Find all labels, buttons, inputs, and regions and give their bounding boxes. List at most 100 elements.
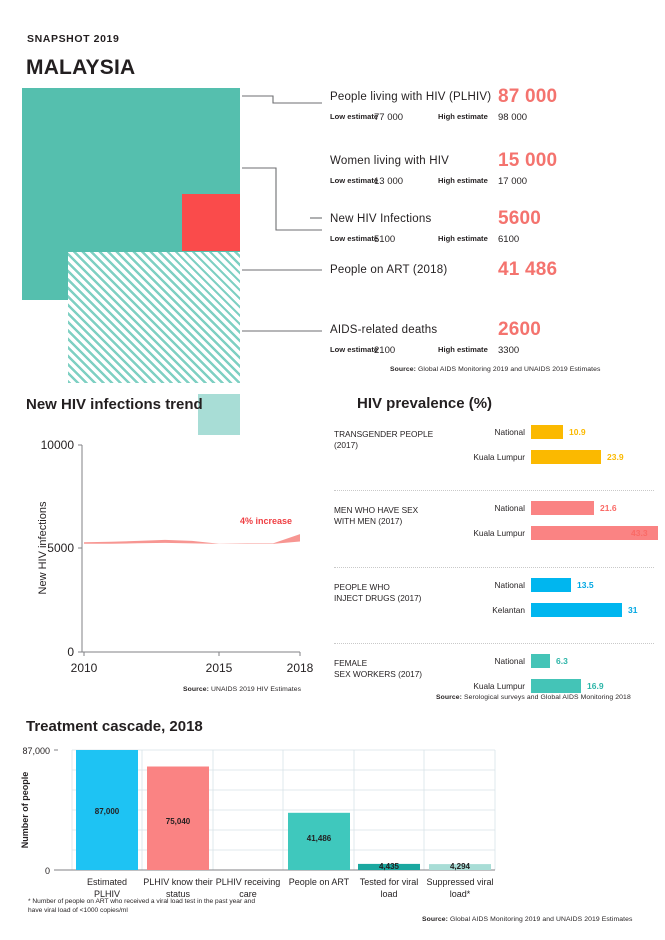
cascade-yaxis-label: Number of people <box>20 772 30 849</box>
cascade-footnote: * Number of people on ART who received a… <box>28 898 256 914</box>
cascade-category-label: Tested for viral <box>360 877 419 887</box>
cascade-category-label: status <box>166 889 191 899</box>
group-divider <box>334 643 654 644</box>
cascade-value-label: 87,000 <box>95 807 120 816</box>
low-estimate-label: Low estimate <box>330 176 379 185</box>
bar-row-label: Kuala Lumpur <box>473 452 525 462</box>
stat-art-value: 41 486 <box>498 259 558 280</box>
trend-source: Source: UNAIDS 2019 HIV Estimates <box>183 686 301 693</box>
prevalence-bar <box>531 501 594 515</box>
stat-deaths-value: 2600 <box>498 319 542 340</box>
prevalence-bar-value: 16.9 <box>587 681 604 691</box>
block-people-on-art-hatched <box>68 252 240 383</box>
low-estimate-value: 5100 <box>374 234 396 245</box>
cascade-bar-know-status <box>147 766 209 870</box>
source-prefix: Source: <box>390 366 417 373</box>
stat-plhiv-label: People living with HIV (PLHIV) <box>330 91 492 103</box>
prevalence-chart-title: HIV prevalence (%) <box>357 395 493 412</box>
cascade-category-label: Estimated <box>87 877 127 887</box>
cascade-bar-suppressed-viral-load <box>429 864 491 870</box>
hiv-prevalence-chart: TRANSGENDER PEOPLE (2017) National 10.9 … <box>330 390 665 700</box>
prevalence-bar-value: 21.6 <box>600 503 617 513</box>
block-aids-related-deaths <box>198 394 240 435</box>
cascade-category-label: load* <box>450 889 471 899</box>
high-estimate-value: 17 000 <box>498 176 528 187</box>
prevalence-bar <box>531 450 601 464</box>
group-label-line2: INJECT DRUGS (2017) <box>334 593 422 603</box>
stat-women-label: Women living with HIV <box>330 155 450 167</box>
cascade-ytick-max: 87,000 <box>22 746 50 756</box>
source-prefix: Source: <box>422 916 449 923</box>
source-text: UNAIDS 2019 HIV Estimates <box>211 686 302 693</box>
source-text: Serological surveys and Global AIDS Moni… <box>464 694 631 701</box>
prevalence-group-transgender: TRANSGENDER PEOPLE (2017) National 10.9 … <box>330 422 665 484</box>
stat-new-infections-value: 5600 <box>498 208 542 229</box>
group-divider <box>334 490 654 491</box>
stat-plhiv-value: 87 000 <box>498 86 558 107</box>
cascade-value-label: 4,294 <box>450 862 471 871</box>
group-label-line2: SEX WORKERS (2017) <box>334 669 423 679</box>
cascade-chart-title: Treatment cascade, 2018 <box>26 718 203 735</box>
high-estimate-label: High estimate <box>438 112 488 121</box>
prevalence-group-label: MEN WHO HAVE SEX WITH MEN (2017) <box>334 505 442 527</box>
low-estimate-value: 77 000 <box>374 112 404 123</box>
stat-deaths-label: AIDS-related deaths <box>330 324 438 336</box>
bar-row-label: National <box>494 580 525 590</box>
cascade-category-label: Suppressed viral <box>426 877 493 887</box>
prevalence-bar-value: 23.9 <box>607 452 624 462</box>
high-estimate-label: High estimate <box>438 176 488 185</box>
stats-source: Source: Global AIDS Monitoring 2019 and … <box>390 366 601 373</box>
prevalence-bar <box>531 578 571 592</box>
high-estimate-value: 98 000 <box>498 112 528 123</box>
cascade-ytick-zero: 0 <box>45 866 50 876</box>
trend-xtick-2010: 2010 <box>71 661 98 675</box>
low-estimate-label: Low estimate <box>330 234 379 243</box>
proportional-block-diagram <box>0 80 330 435</box>
group-label-line1: PEOPLE WHO <box>334 582 390 592</box>
cascade-category-label: PLHIV know their <box>143 877 213 887</box>
treatment-cascade-chart: 87,000 75,040 41,486 4,435 4,294 87,000 … <box>0 710 665 940</box>
stat-new-infections-label: New HIV Infections <box>330 213 432 225</box>
prevalence-group-pwid: PEOPLE WHO INJECT DRUGS (2017) National … <box>330 575 665 637</box>
prevalence-bar <box>531 654 550 668</box>
trend-annotation: 4% increase <box>240 516 292 526</box>
low-estimate-value: 13 000 <box>374 176 404 187</box>
block-women-living-with-hiv <box>182 194 240 251</box>
page-title: MALAYSIA <box>26 56 136 79</box>
prevalence-bar-value: 13.5 <box>577 580 594 590</box>
high-estimate-value: 3300 <box>498 345 520 356</box>
cascade-value-label: 75,040 <box>166 817 191 826</box>
new-hiv-infections-trend-chart: 10000 5000 0 2010 2015 2018 New HIV infe… <box>0 420 330 700</box>
cascade-source: Source: Global AIDS Monitoring 2019 and … <box>422 916 633 923</box>
trend-xtick-2015: 2015 <box>206 661 233 675</box>
prevalence-group-label: PEOPLE WHO INJECT DRUGS (2017) <box>334 582 442 604</box>
prevalence-source: Source: Serological surveys and Global A… <box>436 694 631 701</box>
cascade-value-label: 41,486 <box>307 834 332 843</box>
snapshot-label: SNAPSHOT 2019 <box>27 33 120 45</box>
cascade-category-label: care <box>239 889 257 899</box>
high-estimate-label: High estimate <box>438 345 488 354</box>
prevalence-bar-value: 43.3 <box>631 528 648 538</box>
group-label-line1: MEN WHO HAVE SEX <box>334 505 419 515</box>
source-prefix: Source: <box>436 694 463 701</box>
group-label-line2: WITH MEN (2017) <box>334 516 403 526</box>
cascade-category-label: load <box>380 889 397 899</box>
cascade-bar-people-on-art <box>288 812 350 870</box>
stat-art-label: People on ART (2018) <box>330 264 448 276</box>
bar-row-label: National <box>494 503 525 513</box>
cascade-category-label: People on ART <box>289 877 350 887</box>
trend-ytick-5000: 5000 <box>47 541 74 555</box>
trend-ytick-10000: 10000 <box>41 438 75 452</box>
group-divider <box>334 567 654 568</box>
group-label-line1: FEMALE <box>334 658 368 668</box>
cascade-value-label: 4,435 <box>379 862 400 871</box>
group-label-line2: (2017) <box>334 440 358 450</box>
bar-row-label: Kuala Lumpur <box>473 681 525 691</box>
stat-women-value: 15 000 <box>498 150 558 171</box>
low-estimate-label: Low estimate <box>330 112 379 121</box>
bar-row-label: National <box>494 427 525 437</box>
bar-row-label: Kuala Lumpur <box>473 528 525 538</box>
prevalence-group-msm: MEN WHO HAVE SEX WITH MEN (2017) Nationa… <box>330 498 665 560</box>
cascade-bar-tested-viral-load <box>358 863 420 870</box>
